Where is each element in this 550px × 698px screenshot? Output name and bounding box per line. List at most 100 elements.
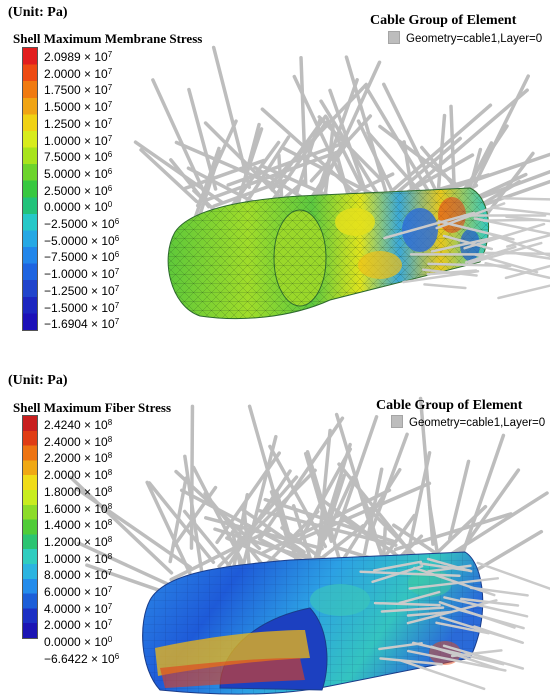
cable-element bbox=[473, 217, 550, 236]
tick-mantissa: 1.5000 × 10 bbox=[44, 100, 108, 115]
cable-element bbox=[501, 197, 550, 201]
cable-element bbox=[151, 78, 207, 195]
cable-element bbox=[456, 608, 525, 630]
color-bar-tick: 2.4240 × 108 bbox=[44, 417, 112, 431]
cable-element bbox=[383, 211, 476, 240]
tick-exponent: 8 bbox=[107, 468, 113, 478]
fiber-stress-panel: (Unit: Pa) Shell Maximum Fiber Stress 2.… bbox=[0, 368, 550, 698]
tick-exponent: 7 bbox=[107, 66, 113, 76]
cable-element bbox=[232, 475, 299, 551]
cable-element bbox=[435, 621, 490, 635]
tick-mantissa: 1.4000 × 10 bbox=[44, 518, 108, 533]
tick-exponent: 6 bbox=[114, 651, 120, 661]
cable-element bbox=[443, 596, 529, 618]
cable-element bbox=[406, 610, 453, 617]
cable-element bbox=[226, 142, 344, 187]
cable-element bbox=[421, 268, 478, 277]
tick-mantissa: −6.6422 × 10 bbox=[44, 651, 115, 666]
cable-element bbox=[359, 570, 461, 577]
tick-mantissa: 6.0000 × 10 bbox=[44, 585, 108, 599]
tick-mantissa: 1.2500 × 10 bbox=[44, 116, 108, 131]
tick-mantissa: −2.5000 × 10 bbox=[44, 217, 115, 231]
legend-title: Shell Maximum Membrane Stress bbox=[13, 31, 203, 46]
cable-element bbox=[179, 488, 311, 559]
tick-exponent: 7 bbox=[114, 267, 120, 277]
tick-exponent: 8 bbox=[107, 484, 113, 494]
color-bar bbox=[22, 47, 38, 331]
tick-mantissa: 0.0000 × 10 bbox=[44, 200, 108, 215]
membrane-stress-model bbox=[133, 45, 550, 320]
tick-exponent: 7 bbox=[107, 100, 113, 110]
color-bar-tick: 1.6000 × 108 bbox=[44, 501, 112, 515]
cable-element bbox=[77, 541, 180, 591]
tick-exponent: 7 bbox=[107, 585, 113, 594]
color-bar-tick: 1.2500 × 107 bbox=[44, 116, 112, 130]
cable-element bbox=[69, 475, 174, 575]
tick-exponent: 6 bbox=[114, 217, 120, 226]
tick-mantissa: 1.7500 × 10 bbox=[44, 83, 108, 98]
tick-exponent: 8 bbox=[107, 534, 113, 544]
tick-exponent: 7 bbox=[107, 568, 113, 578]
tick-mantissa: 0.0000 × 10 bbox=[44, 635, 108, 650]
cable-swatch bbox=[388, 31, 400, 44]
tick-mantissa: −1.0000 × 10 bbox=[44, 267, 115, 282]
color-bar-tick: 2.0000 × 107 bbox=[44, 66, 112, 80]
cable-element bbox=[473, 253, 539, 274]
cable-group-front bbox=[359, 557, 550, 691]
cable-element bbox=[484, 261, 550, 280]
color-bar-tick: 4.0000 × 107 bbox=[44, 601, 112, 615]
cable-element bbox=[189, 404, 195, 550]
cable-element bbox=[398, 590, 441, 605]
unit-label: (Unit: Pa) bbox=[8, 5, 68, 20]
cable-element bbox=[427, 564, 472, 573]
cable-element bbox=[331, 415, 379, 543]
color-bar-tick: 1.2000 × 108 bbox=[44, 534, 112, 548]
cable-element bbox=[447, 459, 471, 541]
cable-element bbox=[342, 517, 397, 555]
cable-group-entry: Geometry=cable1,Layer=0 bbox=[388, 31, 542, 45]
tick-mantissa: 2.0000 × 10 bbox=[44, 468, 108, 483]
tick-exponent: 6 bbox=[114, 250, 120, 260]
cable-element bbox=[408, 577, 500, 590]
color-bar-tick: −1.6904 × 107 bbox=[44, 316, 119, 330]
tick-exponent: 0 bbox=[107, 200, 113, 210]
color-bar-tick: −1.2500 × 107 bbox=[44, 283, 119, 297]
tick-exponent: 7 bbox=[107, 133, 113, 143]
tick-exponent: 8 bbox=[107, 434, 113, 444]
color-bar-tick: 7.5000 × 106 bbox=[44, 149, 112, 163]
tick-exponent: 6 bbox=[107, 150, 113, 160]
cable-element bbox=[379, 657, 444, 666]
tick-mantissa: 4.0000 × 10 bbox=[44, 601, 108, 616]
cable-element bbox=[363, 83, 442, 212]
cable-group-back bbox=[133, 45, 550, 242]
tick-mantissa: 1.0000 × 10 bbox=[44, 133, 108, 148]
tick-mantissa: 2.0000 × 10 bbox=[44, 66, 108, 81]
tick-mantissa: 2.0000 × 10 bbox=[44, 618, 108, 633]
tick-mantissa: 7.5000 × 10 bbox=[44, 150, 108, 165]
cable-element bbox=[239, 434, 278, 574]
cable-element bbox=[411, 641, 505, 666]
cable-group-title: Cable Group of Element bbox=[376, 398, 523, 413]
cable-element bbox=[430, 235, 502, 253]
cable-element bbox=[463, 529, 544, 579]
color-bar-tick: 1.4000 × 108 bbox=[44, 517, 112, 531]
cable-swatch bbox=[391, 415, 403, 428]
unit-label: (Unit: Pa) bbox=[8, 373, 68, 388]
cable-element bbox=[319, 99, 380, 196]
color-bar-tick: 2.0000 × 107 bbox=[44, 617, 112, 631]
tick-exponent: 8 bbox=[107, 518, 113, 528]
cable-element bbox=[297, 447, 352, 544]
cable-element bbox=[344, 55, 388, 195]
cable-element bbox=[423, 283, 467, 290]
tick-exponent: 7 bbox=[114, 300, 120, 310]
tick-mantissa: 1.0000 × 10 bbox=[44, 551, 108, 566]
cable-element bbox=[257, 416, 345, 541]
tick-mantissa: 2.4240 × 10 bbox=[44, 418, 108, 432]
cable-group-entry-label: Geometry=cable1,Layer=0 bbox=[406, 33, 543, 45]
tick-exponent: 0 bbox=[107, 635, 113, 645]
cable-group-title: Cable Group of Element bbox=[370, 13, 517, 28]
tick-mantissa: −1.2500 × 10 bbox=[44, 283, 115, 298]
color-bar-tick: 0.0000 × 100 bbox=[44, 634, 112, 648]
tick-mantissa: 1.8000 × 10 bbox=[44, 484, 108, 499]
cable-element bbox=[295, 481, 432, 543]
